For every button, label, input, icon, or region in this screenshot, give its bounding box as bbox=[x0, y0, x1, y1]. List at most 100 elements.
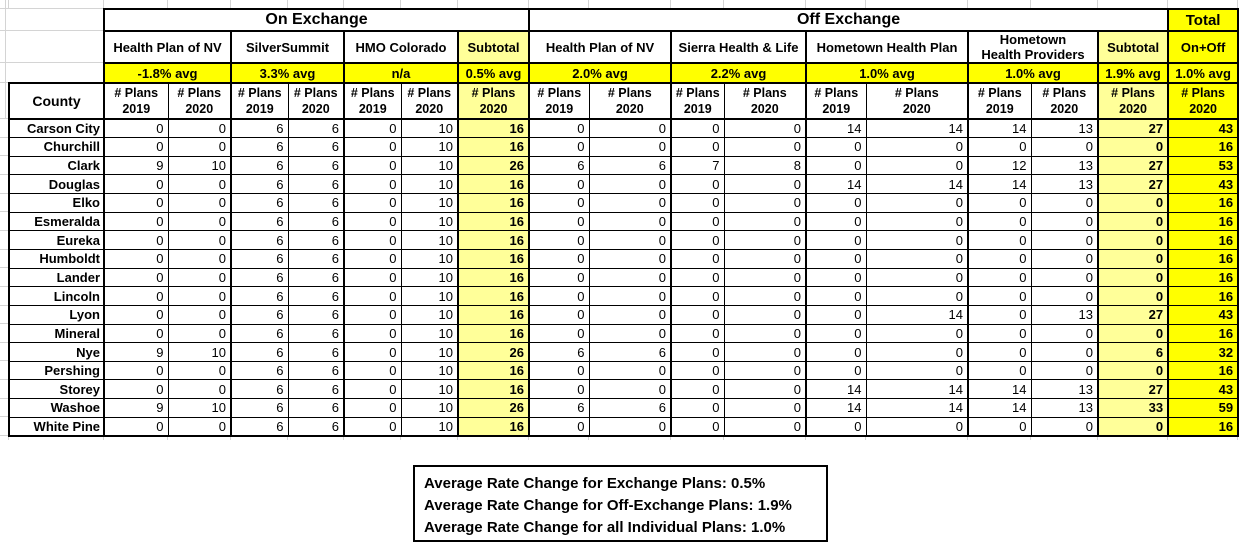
county-cell[interactable]: Lincoln bbox=[8, 286, 105, 306]
plan-count-cell[interactable]: 0 bbox=[343, 323, 401, 344]
plan-count-cell[interactable]: 0 bbox=[805, 323, 867, 344]
plan-count-cell[interactable]: 0 bbox=[670, 137, 725, 157]
plan-count-cell[interactable]: 0 bbox=[670, 174, 725, 195]
group-header-off-exchange[interactable]: Off Exchange bbox=[528, 8, 1170, 32]
plan-count-cell[interactable]: 0 bbox=[343, 174, 401, 195]
plan-count-cell[interactable]: 0 bbox=[670, 248, 725, 269]
plans-year-header[interactable]: # Plans 2019 bbox=[528, 82, 590, 120]
subtotal-cell[interactable]: 16 bbox=[456, 304, 530, 325]
carrier-header-subtotal[interactable]: Subtotal bbox=[1097, 30, 1170, 64]
plan-count-cell[interactable]: 0 bbox=[805, 211, 867, 232]
plan-count-cell[interactable]: 0 bbox=[805, 137, 867, 157]
plan-count-cell[interactable]: 0 bbox=[343, 193, 401, 213]
plan-count-cell[interactable]: 0 bbox=[1030, 137, 1099, 157]
plan-count-cell[interactable]: 6 bbox=[287, 248, 344, 269]
plan-count-cell[interactable]: 0 bbox=[343, 416, 401, 437]
plan-count-cell[interactable]: 0 bbox=[1030, 211, 1099, 232]
plan-count-cell[interactable]: 6 bbox=[230, 193, 288, 213]
plan-count-cell[interactable]: 14 bbox=[805, 174, 867, 195]
carrier-header-subtotal[interactable]: Subtotal bbox=[456, 30, 531, 64]
plan-count-cell[interactable]: 0 bbox=[967, 137, 1032, 157]
plan-count-cell[interactable]: 0 bbox=[167, 304, 231, 325]
avg-rate-cell[interactable]: -1.8% avg bbox=[103, 62, 232, 84]
plan-count-cell[interactable]: 0 bbox=[670, 267, 725, 288]
plan-count-cell[interactable]: 0 bbox=[967, 416, 1032, 437]
plan-count-cell[interactable]: 0 bbox=[343, 118, 401, 139]
plan-count-cell[interactable]: 0 bbox=[723, 248, 807, 269]
plan-count-cell[interactable]: 0 bbox=[670, 360, 725, 381]
total-cell[interactable]: 16 bbox=[1167, 211, 1240, 232]
plan-count-cell[interactable]: 6 bbox=[287, 211, 344, 232]
total-cell[interactable]: 16 bbox=[1167, 193, 1240, 213]
plan-count-cell[interactable]: 6 bbox=[230, 248, 288, 269]
avg-rate-cell[interactable]: 1.0% avg bbox=[967, 62, 1100, 84]
county-cell[interactable]: Lyon bbox=[8, 304, 105, 325]
subtotal-cell[interactable]: 16 bbox=[456, 360, 530, 381]
plan-count-cell[interactable]: 6 bbox=[287, 286, 344, 306]
plan-count-cell[interactable]: 0 bbox=[103, 304, 168, 325]
county-cell[interactable]: Esmeralda bbox=[8, 211, 105, 232]
plan-count-cell[interactable]: 0 bbox=[343, 155, 401, 176]
plan-count-cell[interactable]: 0 bbox=[805, 304, 867, 325]
plan-count-cell[interactable]: 0 bbox=[723, 137, 807, 157]
subtotal-cell[interactable]: 16 bbox=[456, 211, 530, 232]
plan-count-cell[interactable]: 0 bbox=[865, 230, 969, 250]
plan-count-cell[interactable]: 0 bbox=[103, 360, 168, 381]
plan-count-cell[interactable]: 6 bbox=[287, 398, 344, 418]
plan-count-cell[interactable]: 0 bbox=[670, 416, 725, 437]
county-cell[interactable]: Humboldt bbox=[8, 248, 105, 269]
plan-count-cell[interactable]: 10 bbox=[400, 230, 458, 250]
avg-rate-cell[interactable]: 1.0% avg bbox=[1167, 62, 1240, 84]
plan-count-cell[interactable]: 6 bbox=[230, 379, 288, 400]
subtotal-cell[interactable]: 0 bbox=[1097, 360, 1169, 381]
plan-count-cell[interactable]: 6 bbox=[287, 230, 344, 250]
plan-count-cell[interactable]: 10 bbox=[167, 398, 231, 418]
plan-count-cell[interactable]: 0 bbox=[343, 267, 401, 288]
county-cell[interactable]: Nye bbox=[8, 342, 105, 362]
plan-count-cell[interactable]: 0 bbox=[805, 360, 867, 381]
plan-count-cell[interactable]: 0 bbox=[865, 193, 969, 213]
plan-count-cell[interactable]: 6 bbox=[230, 342, 288, 362]
subtotal-cell[interactable]: 27 bbox=[1097, 379, 1169, 400]
total-cell[interactable]: 16 bbox=[1167, 230, 1240, 250]
plan-count-cell[interactable]: 0 bbox=[967, 323, 1032, 344]
plan-count-cell[interactable]: 10 bbox=[400, 342, 458, 362]
plan-count-cell[interactable]: 0 bbox=[1030, 267, 1099, 288]
plan-count-cell[interactable]: 0 bbox=[670, 211, 725, 232]
plan-count-cell[interactable]: 0 bbox=[343, 304, 401, 325]
plans-year-header[interactable]: # Plans 2020 bbox=[287, 82, 344, 120]
plan-count-cell[interactable]: 0 bbox=[723, 230, 807, 250]
avg-rate-cell[interactable]: 0.5% avg bbox=[456, 62, 531, 84]
plan-count-cell[interactable]: 0 bbox=[805, 342, 867, 362]
plan-count-cell[interactable]: 0 bbox=[723, 118, 807, 139]
total-cell[interactable]: 16 bbox=[1167, 137, 1240, 157]
subtotal-cell[interactable]: 0 bbox=[1097, 211, 1169, 232]
plan-count-cell[interactable]: 0 bbox=[865, 211, 969, 232]
plan-count-cell[interactable]: 0 bbox=[167, 248, 231, 269]
plan-count-cell[interactable]: 6 bbox=[230, 230, 288, 250]
plan-count-cell[interactable]: 0 bbox=[805, 193, 867, 213]
plan-count-cell[interactable]: 0 bbox=[805, 248, 867, 269]
plan-count-cell[interactable]: 0 bbox=[167, 118, 231, 139]
subtotal-cell[interactable]: 27 bbox=[1097, 118, 1169, 139]
plan-count-cell[interactable]: 14 bbox=[865, 118, 969, 139]
avg-rate-cell[interactable]: 1.9% avg bbox=[1097, 62, 1170, 84]
plans-year-header[interactable]: # Plans 2020 bbox=[1030, 82, 1099, 120]
plan-count-cell[interactable]: 6 bbox=[287, 137, 344, 157]
subtotal-cell[interactable]: 16 bbox=[456, 230, 530, 250]
subtotal-cell[interactable]: 16 bbox=[456, 118, 530, 139]
plan-count-cell[interactable]: 14 bbox=[865, 379, 969, 400]
plan-count-cell[interactable]: 0 bbox=[343, 398, 401, 418]
plans-year-header[interactable]: # Plans 2019 bbox=[805, 82, 867, 120]
total-cell[interactable]: 43 bbox=[1167, 174, 1240, 195]
total-cell[interactable]: 53 bbox=[1167, 155, 1240, 176]
total-cell[interactable]: 16 bbox=[1167, 286, 1240, 306]
plan-count-cell[interactable]: 8 bbox=[723, 155, 807, 176]
carrier-header-health-plan-of-nv[interactable]: Health Plan of NV bbox=[103, 30, 232, 64]
plan-count-cell[interactable]: 6 bbox=[588, 342, 672, 362]
plan-count-cell[interactable]: 14 bbox=[865, 304, 969, 325]
plan-count-cell[interactable]: 0 bbox=[588, 360, 672, 381]
plan-count-cell[interactable]: 0 bbox=[588, 174, 672, 195]
plan-count-cell[interactable]: 14 bbox=[805, 118, 867, 139]
plan-count-cell[interactable]: 13 bbox=[1030, 155, 1099, 176]
